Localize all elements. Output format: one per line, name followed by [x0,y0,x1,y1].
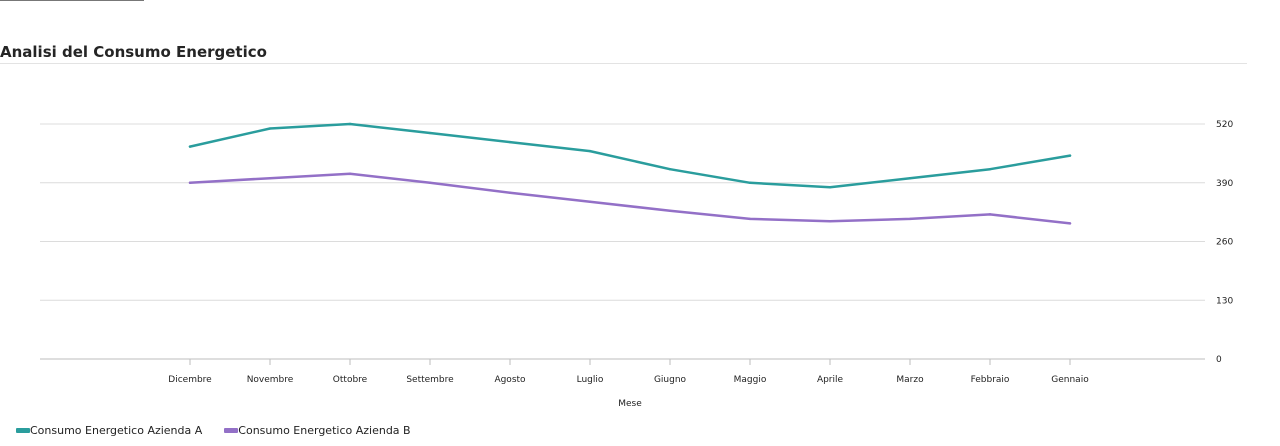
data-point[interactable] [908,217,912,221]
chart-title: Analisi del Consumo Energetico [0,43,267,61]
x-axis-title: Mese [618,399,642,409]
series-lines [188,122,1072,225]
x-tick-label: Settembre [406,375,454,385]
data-point[interactable] [348,122,352,126]
y-axis-ticks: 0 130 260 390 520 [1216,120,1233,365]
data-point[interactable] [748,217,752,221]
data-point[interactable] [348,172,352,175]
x-tick-label: Ottobre [333,375,368,385]
data-point[interactable] [588,200,592,203]
x-tick-label: Luglio [577,375,604,385]
legend-label-series-a: Consumo Energetico Azienda A [30,424,203,437]
x-tick-label: Febbraio [971,375,1010,385]
x-tick-label: Giugno [654,375,687,385]
legend-label-series-b: Consumo Energetico Azienda B [238,424,411,437]
data-point[interactable] [428,131,432,135]
data-point[interactable] [508,191,512,194]
title-divider [0,63,1247,64]
data-point[interactable] [828,186,832,189]
x-tick-label: Agosto [494,375,526,385]
data-point[interactable] [748,181,752,184]
data-point[interactable] [268,127,272,130]
data-point[interactable] [188,181,192,184]
data-point[interactable] [268,177,272,180]
y-tick-label: 520 [1216,120,1233,130]
top-divider [0,0,144,1]
gridlines [40,123,1205,360]
data-point[interactable] [1068,222,1072,225]
x-axis-ticks: Dicembre Novembre Ottobre Settembre Agosto Lu… [168,359,1089,385]
y-tick-label: 260 [1216,238,1233,248]
legend-swatch-series-a [16,428,30,433]
series-line-b[interactable] [188,172,1072,225]
data-point[interactable] [668,209,672,212]
data-point[interactable] [988,213,992,216]
x-tick-label: Novembre [247,375,294,385]
x-tick-label: Maggio [734,375,767,385]
data-point[interactable] [908,177,912,180]
data-point[interactable] [1068,154,1072,157]
data-point[interactable] [828,219,832,223]
legend: Consumo Energetico Azienda A Consumo Ene… [16,424,411,437]
data-point[interactable] [428,181,432,184]
legend-swatch-series-b [224,428,239,433]
x-tick-label: Marzo [896,375,924,385]
data-point[interactable] [988,167,992,171]
y-tick-label: 0 [1216,355,1222,365]
data-point[interactable] [508,140,512,144]
legend-item-series-b[interactable]: Consumo Energetico Azienda B [224,424,411,437]
x-tick-label: Gennaio [1051,375,1089,385]
data-point[interactable] [188,145,192,148]
data-point[interactable] [588,149,592,153]
data-point[interactable] [668,167,672,171]
y-tick-label: 130 [1216,296,1233,306]
x-tick-label: Dicembre [168,375,212,385]
legend-item-series-a[interactable]: Consumo Energetico Azienda A [16,424,202,437]
series-line-a[interactable] [188,122,1072,189]
x-tick-label: Aprile [817,375,844,385]
y-tick-label: 390 [1216,179,1233,189]
